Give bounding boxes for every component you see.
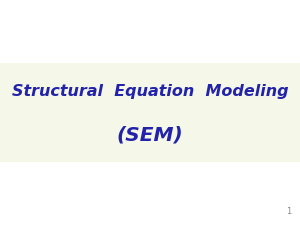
Text: (SEM): (SEM)	[117, 126, 183, 144]
Text: Structural  Equation  Modeling: Structural Equation Modeling	[12, 84, 288, 99]
FancyBboxPatch shape	[0, 63, 300, 162]
Text: 1: 1	[286, 207, 291, 216]
